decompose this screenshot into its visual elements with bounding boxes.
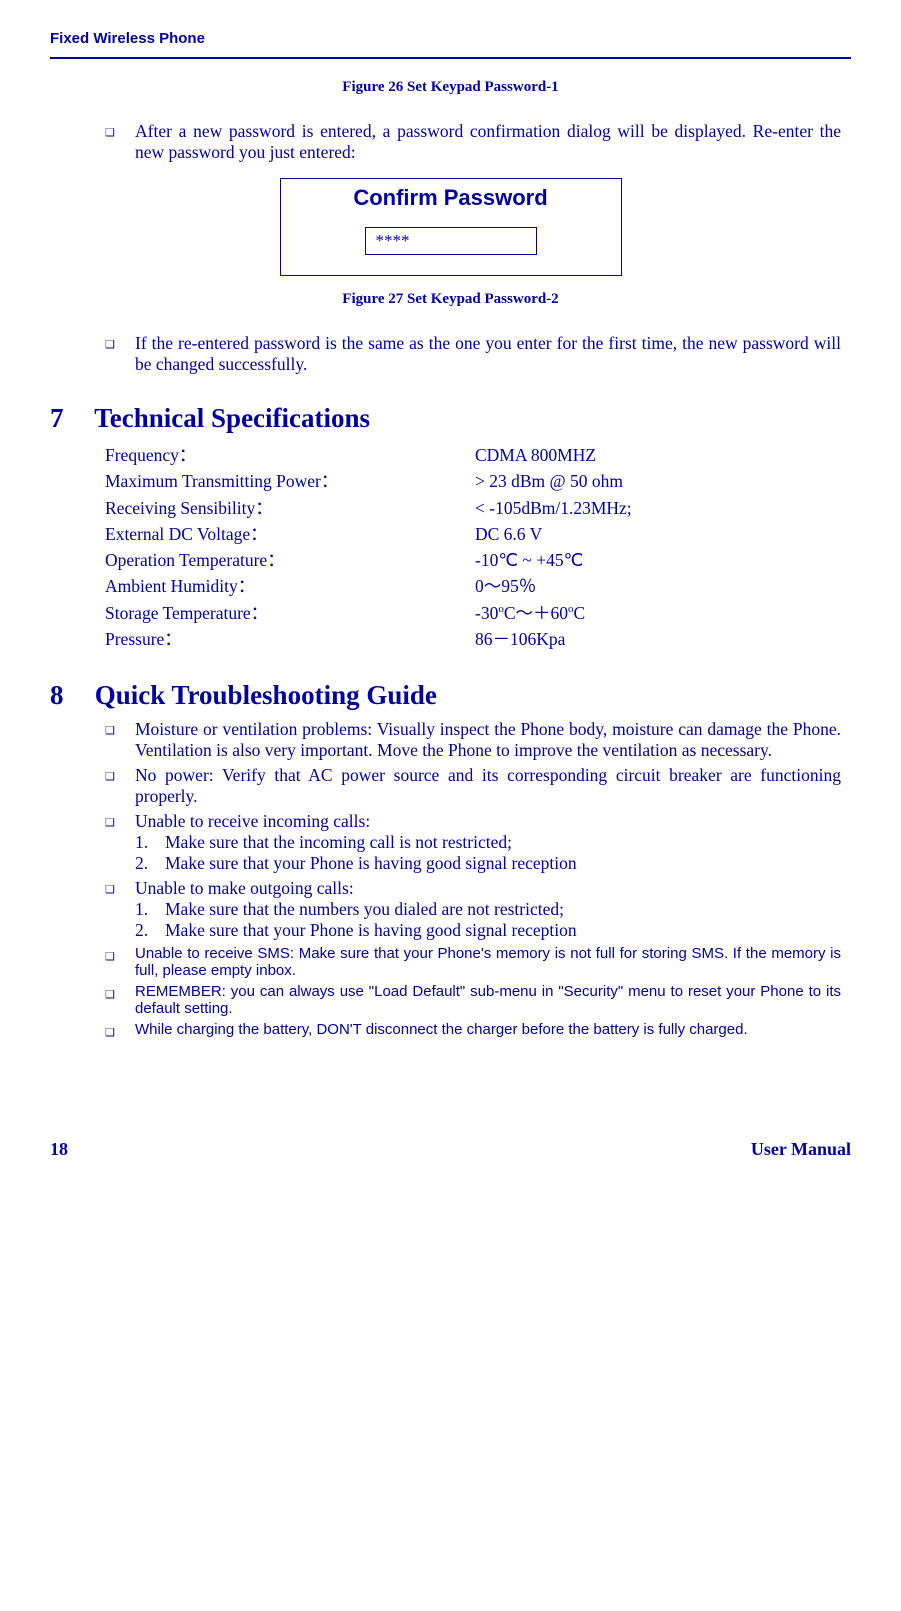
sub-item: 2.Make sure that your Phone is having go… [135,920,841,941]
list-item: ❑Unable to receive incoming calls:1.Make… [105,811,841,874]
sub-item: 1.Make sure that the numbers you dialed … [135,899,841,920]
spec-row: Receiving Sensibility：< -105dBm/1.23MHz; [105,495,851,521]
bullet-icon: ❑ [105,945,135,979]
spec-row: Maximum Transmitting Power：> 23 dBm @ 50… [105,468,851,494]
section-title: Technical Specifications [94,403,370,433]
section-8-heading: 8 Quick Troubleshooting Guide [50,680,851,711]
spec-label: Ambient Humidity： [105,573,475,599]
spec-row: Operation Temperature：-10℃ ~ +45℃ [105,547,851,573]
footer-label: User Manual [751,1139,851,1160]
spec-value: 0～95％ [475,573,536,599]
sub-item-number: 2. [135,920,165,941]
list-item: ❑Moisture or ventilation problems: Visua… [105,719,841,761]
list-item: ❑Unable to receive SMS: Make sure that y… [105,945,841,979]
section-num: 7 [50,403,88,434]
spec-value: > 23 dBm @ 50 ohm [475,468,623,494]
sub-item-number: 2. [135,853,165,874]
sub-item-text: Make sure that your Phone is having good… [165,853,577,874]
spec-label: Frequency： [105,442,475,468]
bullet-icon: ❑ [105,719,135,761]
page-footer: 18 User Manual [50,1139,851,1160]
bullet-text: Unable to make outgoing calls:1.Make sur… [135,878,841,941]
spec-value: < -105dBm/1.23MHz; [475,495,632,521]
figure-27-caption: Figure 27 Set Keypad Password-2 [50,291,851,308]
confirm-password-dialog: Confirm Password **** [280,178,622,276]
section-num: 8 [50,680,88,711]
sub-item-text: Make sure that the numbers you dialed ar… [165,899,564,920]
spec-row: Frequency：CDMA 800MHZ [105,442,851,468]
spec-row: Pressure：86－106Kpa [105,626,851,652]
section-7-heading: 7 Technical Specifications [50,403,851,434]
figure-26-caption: Figure 26 Set Keypad Password-1 [50,79,851,96]
spec-value: CDMA 800MHZ [475,442,596,468]
bullet-icon: ❑ [105,878,135,941]
spec-label: Maximum Transmitting Power： [105,468,475,494]
bullet-icon: ❑ [105,811,135,874]
sub-item: 1.Make sure that the incoming call is no… [135,832,841,853]
sub-item-number: 1. [135,899,165,920]
bullet-text: Unable to receive SMS: Make sure that yo… [135,945,841,979]
doc-header: Fixed Wireless Phone [50,30,851,47]
bullet-text: Moisture or ventilation problems: Visual… [135,719,841,761]
spec-label: External DC Voltage： [105,521,475,547]
page-number: 18 [50,1139,68,1160]
header-rule [50,57,851,59]
dialog-title: Confirm Password [281,185,621,211]
spec-row: Ambient Humidity：0～95％ [105,573,851,599]
spec-row: Storage Temperature：-30oC～＋60oC [105,600,851,626]
bullet-icon: ❑ [105,983,135,1017]
spec-label: Pressure： [105,626,475,652]
bullet-text: While charging the battery, DON'T discon… [135,1021,841,1039]
password-input[interactable]: **** [365,227,537,255]
bullet-block-1: ❑ After a new password is entered, a pas… [105,121,841,163]
bullet-icon: ❑ [105,333,135,375]
spec-label: Operation Temperature： [105,547,475,573]
bullet-text: Unable to receive incoming calls:1.Make … [135,811,841,874]
list-item: ❑While charging the battery, DON'T disco… [105,1021,841,1039]
sub-item-text: Make sure that the incoming call is not … [165,832,512,853]
spec-value: -10℃ ~ +45℃ [475,547,583,573]
bullet-text: No power: Verify that AC power source an… [135,765,841,807]
bullet-text: After a new password is entered, a passw… [135,121,841,163]
sub-item-text: Make sure that your Phone is having good… [165,920,577,941]
spec-row: External DC Voltage：DC 6.6 V [105,521,851,547]
list-item: ❑Unable to make outgoing calls:1.Make su… [105,878,841,941]
bullet-icon: ❑ [105,1021,135,1039]
bullet-icon: ❑ [105,765,135,807]
spec-value: 86－106Kpa [475,626,565,652]
spec-value: DC 6.6 V [475,521,542,547]
section-8-list: ❑Moisture or ventilation problems: Visua… [105,719,841,1039]
list-item: ❑REMEMBER: you can always use "Load Defa… [105,983,841,1017]
spec-value: -30oC～＋60oC [475,600,585,626]
bullet-text: If the re-entered password is the same a… [135,333,841,375]
bullet-icon: ❑ [105,121,135,163]
spec-table: Frequency：CDMA 800MHZMaximum Transmittin… [105,442,851,652]
list-item: ❑No power: Verify that AC power source a… [105,765,841,807]
bullet-block-2: ❑ If the re-entered password is the same… [105,333,841,375]
spec-label: Receiving Sensibility： [105,495,475,521]
section-title: Quick Troubleshooting Guide [95,680,437,710]
spec-label: Storage Temperature： [105,600,475,626]
bullet-text: REMEMBER: you can always use "Load Defau… [135,983,841,1017]
sub-item: 2.Make sure that your Phone is having go… [135,853,841,874]
sub-item-number: 1. [135,832,165,853]
